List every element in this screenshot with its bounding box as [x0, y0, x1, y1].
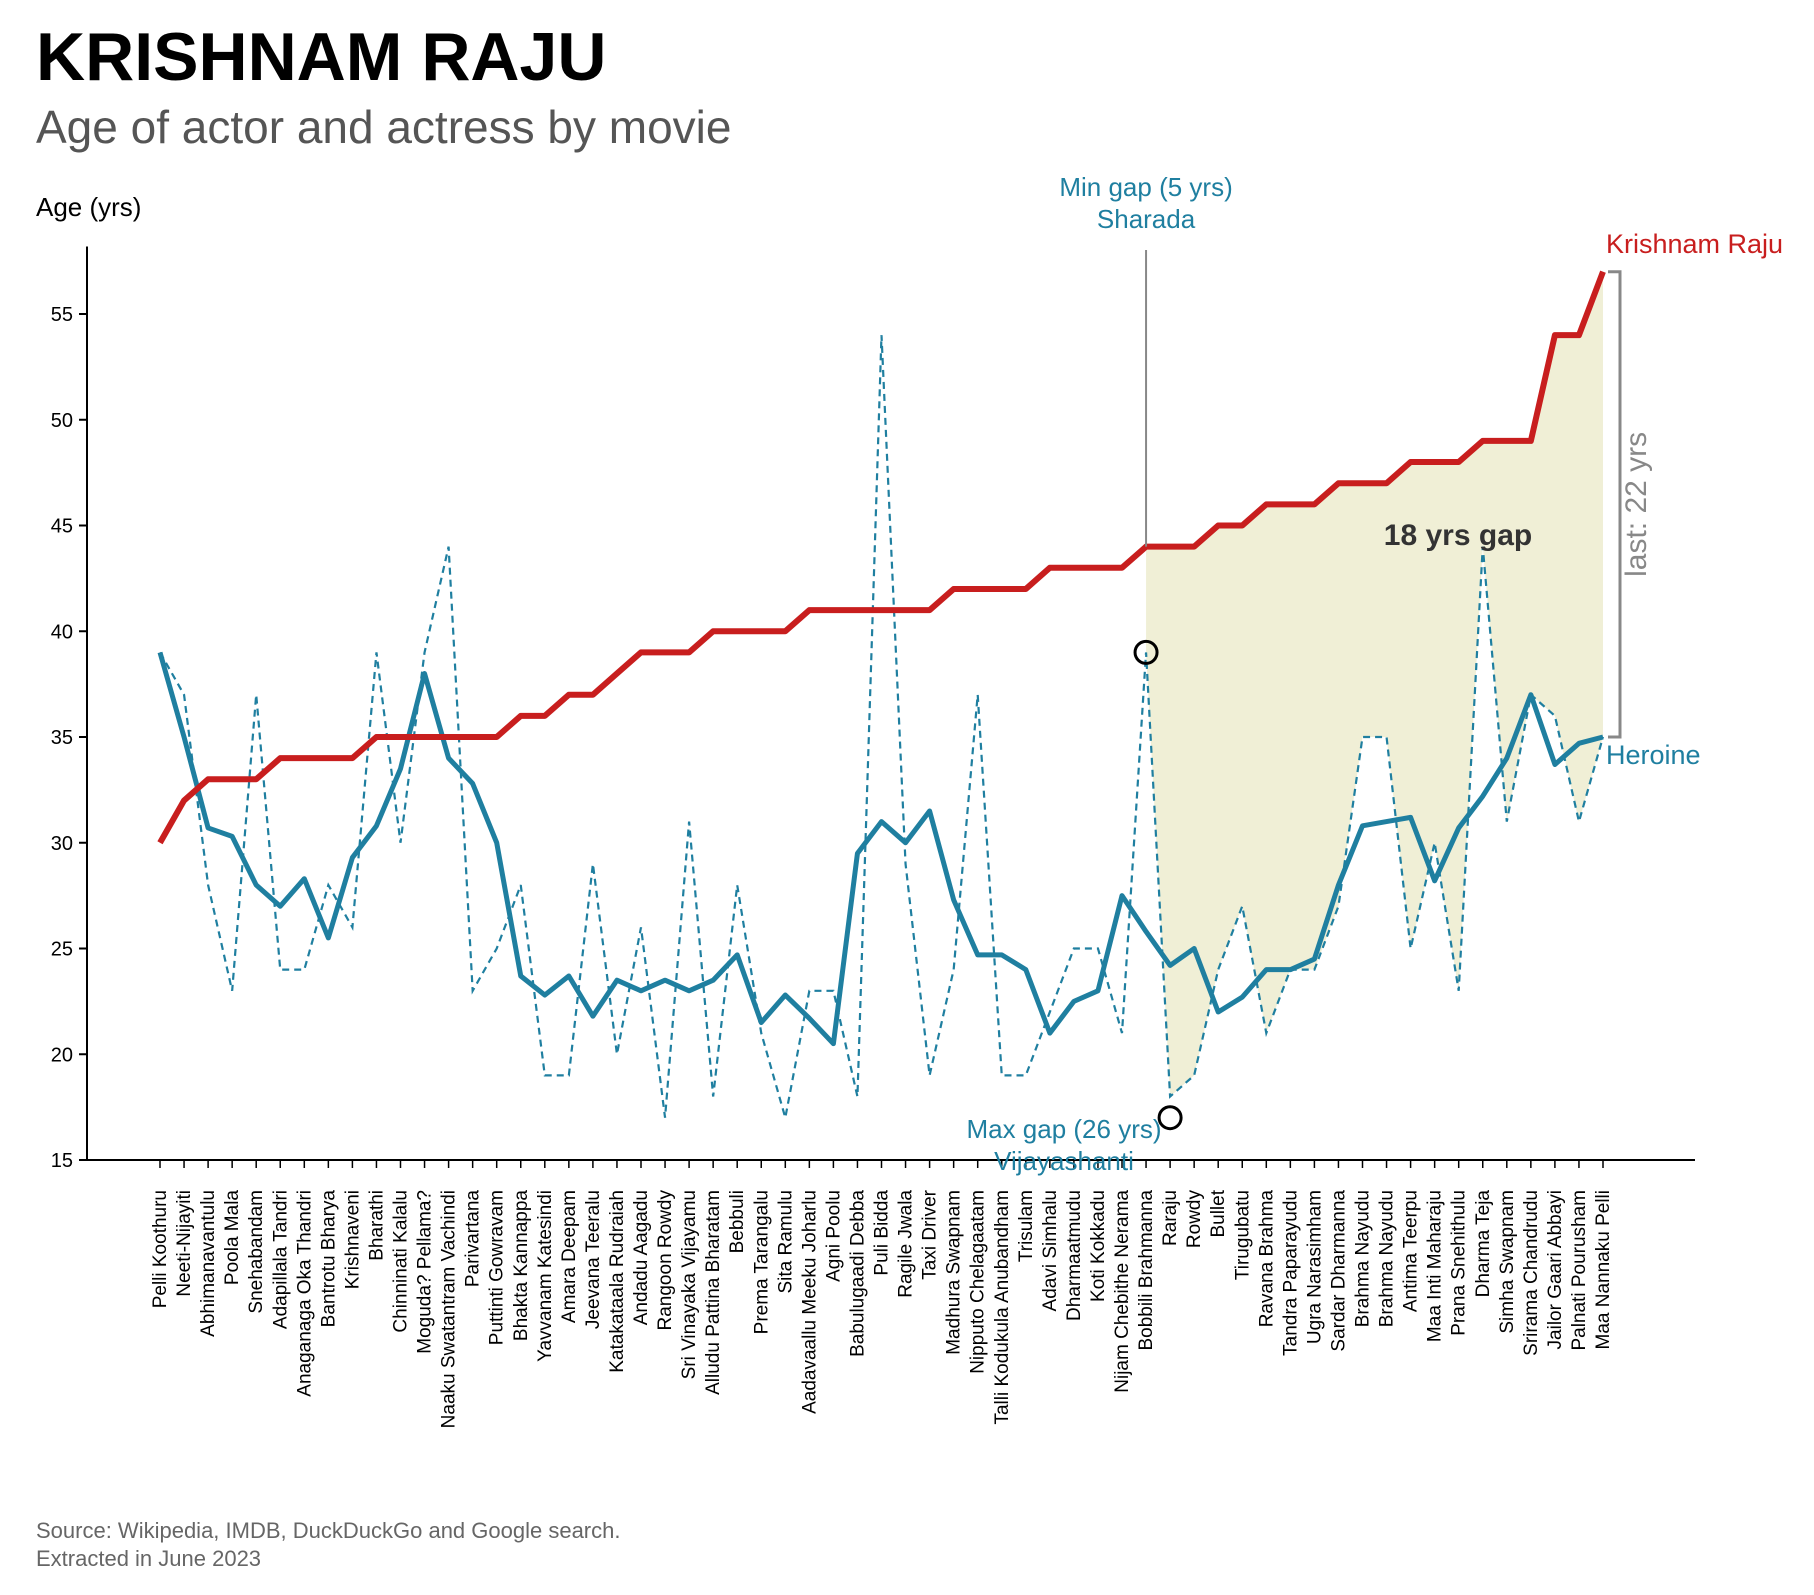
extracted-note: Extracted in June 2023: [36, 1546, 262, 1571]
x-tick-label: Abhimanavantulu: [198, 1190, 219, 1337]
gap-area: [1146, 271, 1603, 1097]
x-tick-label: Bharathi: [366, 1190, 387, 1261]
x-tick-label: Amara Deepam: [559, 1190, 580, 1323]
gap-fill-layer: [1146, 271, 1603, 1097]
y-tick-label: 20: [51, 1044, 73, 1066]
x-tick-label: Ugra Narasimham: [1304, 1190, 1325, 1344]
x-tick-label: Jailor Gaari Abbayi: [1545, 1190, 1566, 1349]
x-tick-label: Yavvanam Katesindi: [535, 1190, 556, 1362]
x-tick-label: Trisulam: [1016, 1190, 1037, 1262]
x-tick-label: Parivartana: [463, 1190, 484, 1288]
x-tick-label: Rangoon Rowdy: [655, 1190, 676, 1331]
x-tick-label: Alludu Pattina Bharatam: [703, 1190, 724, 1395]
x-tick-label: Katakataala Rudraiah: [607, 1190, 628, 1373]
x-tick-label: Snehabandam: [246, 1190, 267, 1314]
x-tick-label: Poola Mala: [222, 1190, 243, 1285]
x-tick-label: Tirugubatu: [1232, 1190, 1253, 1280]
x-tick-label: Adavi Simhalu: [1040, 1190, 1061, 1311]
y-tick-label: 30: [51, 833, 73, 855]
max-gap-label: Max gap (26 yrs): [966, 1114, 1161, 1144]
annotation-layer: Min gap (5 yrs)Sharada Max gap (26 yrs)Vi…: [966, 172, 1783, 1176]
x-tick-label: Bobbili Brahmanna: [1136, 1190, 1157, 1351]
x-tick-label: Prana Snehithulu: [1449, 1190, 1470, 1336]
x-tick-label: Simha Swapnam: [1497, 1190, 1518, 1334]
x-tick-label: Moguda? Pellama?: [415, 1190, 436, 1354]
x-tick-label: Anaganaga Oka Thandri: [294, 1190, 315, 1397]
min-gap-marker: [1133, 639, 1159, 665]
y-tick-label: 50: [51, 410, 73, 432]
x-tick-label: Maa Nannaku Pelli: [1593, 1190, 1614, 1349]
y-tick-label: 15: [51, 1150, 73, 1172]
x-tick-label: Naaku Swatantram Vachindi: [439, 1190, 460, 1428]
last-gap-bracket: [1608, 270, 1622, 739]
x-tick-label: Dharma Teja: [1473, 1190, 1494, 1298]
actor-series-label: Krishnam Raju: [1606, 229, 1783, 259]
x-tick-label: Antima Teerpu: [1401, 1190, 1422, 1312]
x-tick-label: Krishnaveni: [342, 1190, 363, 1289]
x-tick-label: Srirama Chandrudu: [1521, 1190, 1542, 1356]
heroine-trend-line: [157, 651, 1604, 1047]
x-tick-label: Sita Ramulu: [775, 1190, 796, 1294]
last-gap-label: last: 22 yrs: [1620, 432, 1653, 577]
axis-layer: 15 20 25 30 35 40 45 50 55 Age (yrs) Pelli Koothur…: [36, 192, 1695, 1428]
x-tick-label: Brahma Nayudu: [1377, 1190, 1398, 1327]
x-tick-label: Puttinti Gowravam: [487, 1190, 508, 1345]
x-tick-label: Pelli Koothuru: [150, 1190, 171, 1308]
chart-title: KRISHNAM RAJU: [36, 19, 607, 95]
actor-age-line: [157, 270, 1606, 845]
x-tick-label: Bebbuli: [727, 1190, 748, 1253]
x-tick-label: Andadu Aagadu: [631, 1190, 652, 1325]
min-gap-label: Min gap (5 yrs): [1059, 172, 1232, 202]
x-tick-label: Babulugaadi Debba: [847, 1190, 868, 1357]
x-tick-label: Chinninati Kalalu: [391, 1190, 412, 1333]
y-tick-label: 35: [51, 727, 73, 749]
x-tick-label: Nijam Chebithe Nerama: [1112, 1190, 1133, 1393]
x-tick-label: Maa Inti Maharaju: [1425, 1190, 1446, 1342]
x-tick-label: Ragile Jwala: [896, 1190, 917, 1298]
x-tick-label: Adapillala Tandri: [270, 1190, 291, 1329]
x-tick-label: Jeevana Teeralu: [583, 1190, 604, 1329]
min-gap-name: Sharada: [1097, 204, 1196, 234]
max-gap-marker: [1157, 1105, 1183, 1131]
x-tick-label: Palnati Pourusham: [1569, 1190, 1590, 1351]
heroine-actual-line: [159, 335, 1605, 1119]
x-tick-label: Puli Bidda: [872, 1190, 893, 1276]
y-tick-label: 45: [51, 516, 73, 538]
source-note: Source: Wikipedia, IMDB, DuckDuckGo and …: [36, 1518, 621, 1543]
y-tick-label: 25: [51, 939, 73, 961]
heroine-series-label: Heroine: [1606, 740, 1701, 770]
x-tick-label: Koti Kokkadu: [1088, 1190, 1109, 1302]
x-tick-label: Talli Kodukula Anubandham: [992, 1190, 1013, 1425]
max-gap-name: Vijayashanti: [994, 1146, 1134, 1176]
y-tick-label: 55: [51, 304, 73, 326]
x-tick-label: Neeti-Nijayiti: [174, 1190, 195, 1297]
x-tick-label: Brahma Nayudu: [1353, 1190, 1374, 1327]
x-tick-label: Madhura Swapnam: [944, 1190, 965, 1355]
x-tick-label: Sardar Dharmanna: [1328, 1190, 1349, 1352]
chart-subtitle: Age of actor and actress by movie: [36, 101, 732, 153]
x-tick-label: Bullet: [1208, 1189, 1229, 1237]
x-tick-label: Sri Vinayaka Vijayamu: [679, 1190, 700, 1379]
x-tick-label: Rowdy: [1184, 1190, 1205, 1249]
x-tick-label: Nipputo Chelagaatam: [968, 1190, 989, 1374]
y-tick-label: 40: [51, 621, 73, 643]
x-tick-label: Aadavaallu Meeku Joharlu: [799, 1190, 820, 1414]
x-tick-label: Raraju: [1160, 1190, 1181, 1246]
y-axis-label: Age (yrs): [36, 192, 141, 222]
x-tick-label: Agni Poolu: [823, 1190, 844, 1282]
x-tick-label: Ravana Brahma: [1256, 1190, 1277, 1328]
x-tick-label: Bhakta Kannappa: [511, 1190, 532, 1342]
x-tick-label: Prema Tarangalu: [751, 1190, 772, 1334]
series-layer: [157, 270, 1606, 1119]
x-tick-label: Tandra Paparayudu: [1280, 1190, 1301, 1356]
x-tick-label: Bantrotu Bharya: [318, 1190, 339, 1328]
x-tick-label: Dharmaatmudu: [1064, 1190, 1085, 1321]
x-tick-label: Taxi Driver: [920, 1189, 941, 1279]
gap-value-label: 18 yrs gap: [1384, 519, 1532, 552]
